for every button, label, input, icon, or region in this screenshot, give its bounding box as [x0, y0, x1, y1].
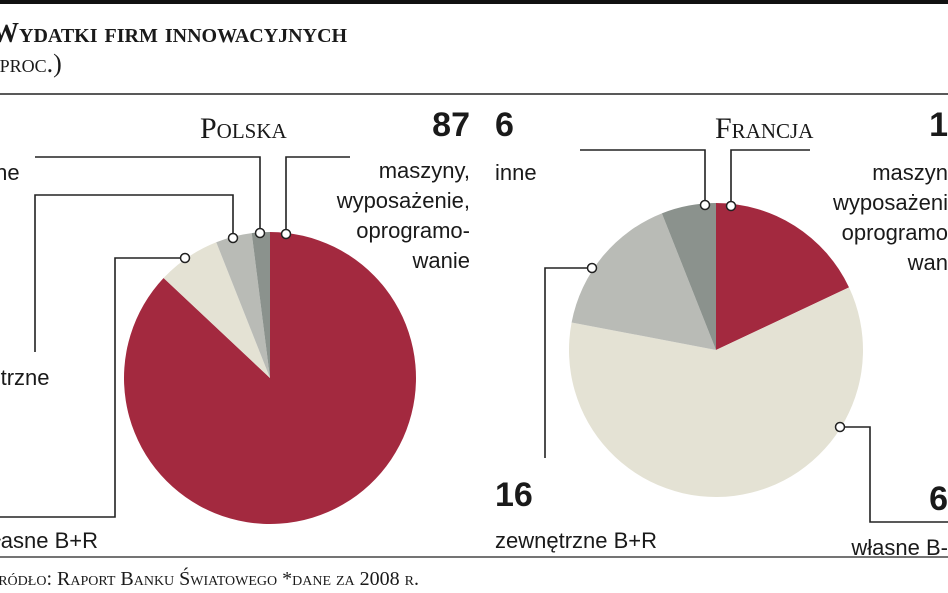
pie-slice: [163, 242, 270, 378]
slice-label: własne B+R: [0, 528, 98, 553]
slice-value: 6: [929, 480, 948, 518]
slice-value: 1: [929, 106, 948, 144]
pie-slice: [123, 232, 416, 525]
leader-line: [35, 156, 261, 233]
slice-label: oprogramo: [842, 220, 948, 245]
slice-label: zewnętrzne: [0, 365, 50, 390]
pie-title: Polska: [200, 112, 288, 145]
slice-label: wyposażenie,: [336, 188, 470, 213]
subtitle: (proc.): [0, 49, 62, 78]
leader-dot: [254, 227, 266, 239]
pie-slice: [716, 203, 850, 350]
pie-slice: [216, 233, 270, 378]
leader-line: [34, 194, 234, 352]
leader-dot: [834, 421, 846, 433]
slice-label: oprogramo-: [356, 218, 470, 243]
leader-dot: [699, 199, 711, 211]
pie-title: Francja: [715, 112, 814, 145]
leader-dot: [280, 228, 292, 240]
slice-value: 16: [495, 476, 533, 514]
slice-label: maszyn: [872, 160, 948, 185]
leader-dot: [179, 252, 191, 264]
leader-line: [730, 149, 810, 206]
pie-slice: [571, 213, 716, 350]
slice-label: inne: [495, 160, 537, 185]
top-rule: [0, 0, 948, 4]
leader-dot: [227, 232, 239, 244]
leader-dot: [586, 262, 598, 274]
slice-label: inne: [0, 160, 20, 185]
slice-value: 6: [495, 106, 514, 144]
slice-label: zewnętrzne B+R: [495, 528, 657, 553]
leader-dot: [725, 200, 737, 212]
slice-label: maszyny,: [379, 158, 470, 183]
leader-line: [580, 149, 706, 205]
slice-value: 87: [432, 106, 470, 144]
title: Wydatki firm innowacyjnych: [0, 18, 348, 49]
leader-line: [840, 426, 948, 523]
leader-line: [544, 267, 592, 458]
pie-slice: [251, 232, 270, 378]
leader-line: [285, 156, 350, 234]
slice-label: wan: [907, 250, 948, 275]
slice-label: własne B-: [850, 535, 948, 560]
leader-line: [0, 257, 185, 518]
slice-label: wyposażeni: [832, 190, 948, 215]
slice-label: wanie: [412, 248, 470, 273]
pie-slice: [661, 203, 716, 350]
pie-slice: [569, 287, 863, 498]
source: Źródło: Raport Banku Światowego *dane za…: [0, 566, 419, 590]
